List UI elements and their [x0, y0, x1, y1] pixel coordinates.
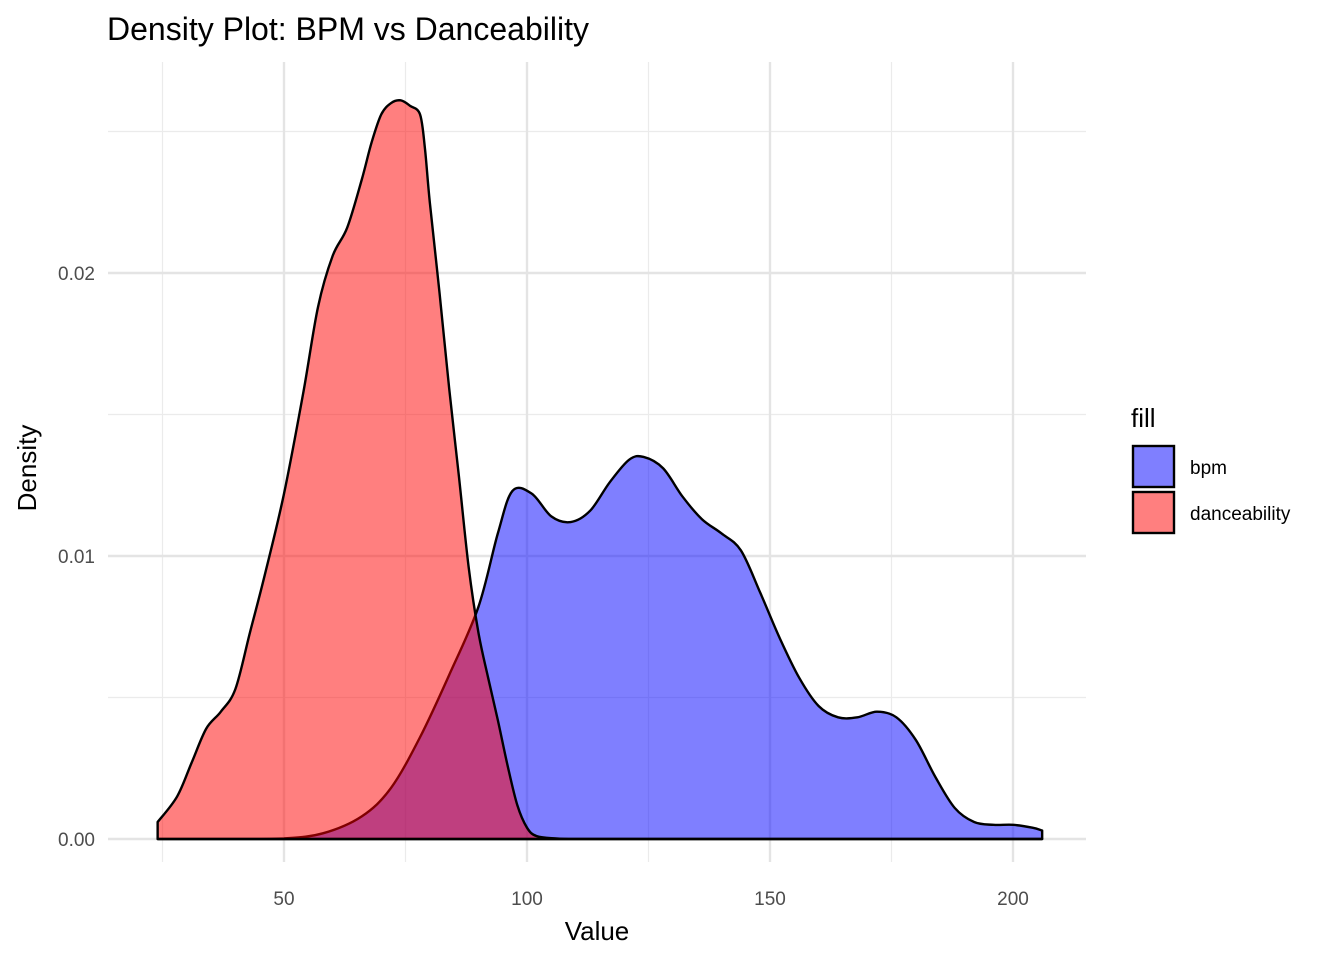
density-areas: [156, 99, 1044, 841]
legend-title: fill: [1131, 403, 1156, 433]
chart-title: Density Plot: BPM vs Danceability: [107, 11, 589, 47]
y-axis-ticks: 0.00 0.01 0.02: [58, 264, 95, 851]
y-tick-label: 0.00: [58, 830, 95, 851]
x-tick-label: 100: [511, 889, 543, 910]
density-outline-danceability: [156, 99, 1044, 841]
legend-label-danceability: danceability: [1190, 504, 1291, 525]
legend-swatch-bpm: [1131, 444, 1176, 489]
legend-swatch-danceability: [1131, 490, 1176, 535]
y-axis-title: Density: [12, 425, 42, 512]
legend: fill bpm danceability: [1131, 403, 1291, 535]
density-area-bpm: [157, 456, 1043, 839]
y-tick-label: 0.02: [58, 264, 95, 285]
x-tick-label: 150: [754, 889, 786, 910]
legend-label-bpm: bpm: [1190, 458, 1227, 479]
density-area-danceability: [157, 100, 1043, 839]
y-tick-label: 0.01: [58, 547, 95, 568]
x-axis-title: Value: [565, 916, 630, 946]
x-tick-label: 50: [273, 889, 294, 910]
x-tick-label: 200: [997, 889, 1029, 910]
x-axis-ticks: 50 100 150 200: [273, 889, 1028, 910]
